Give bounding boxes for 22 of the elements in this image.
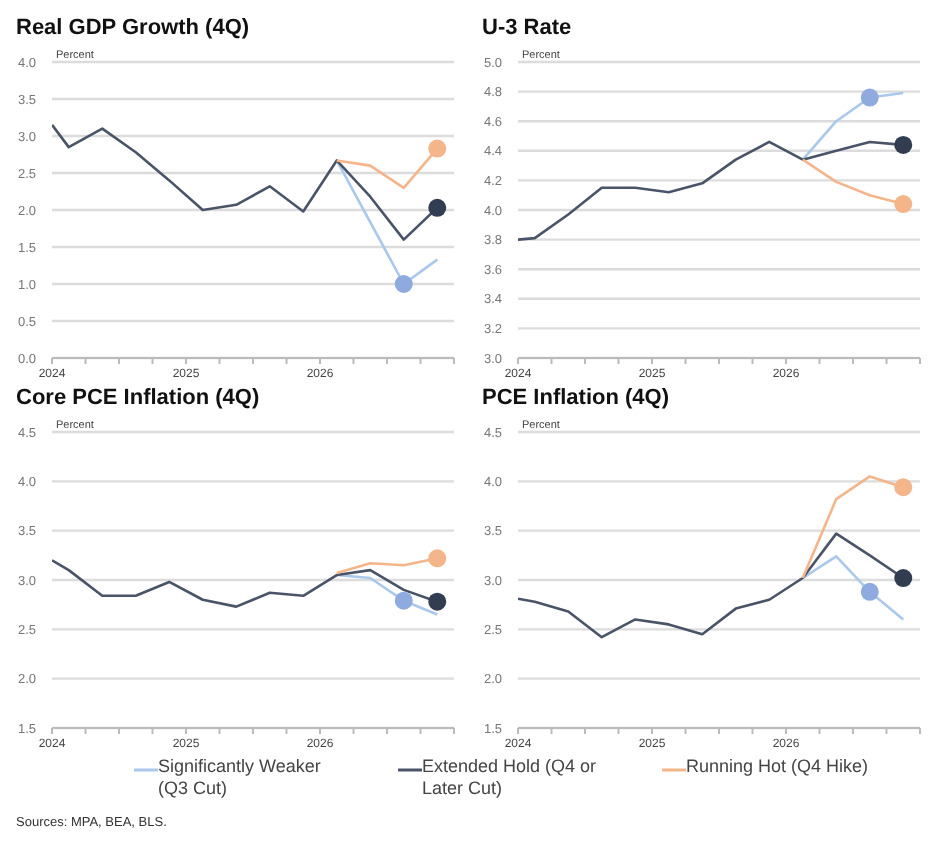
point [860,582,879,601]
line-series [801,555,905,621]
point [428,139,447,158]
legend-label: Significantly Weaker (Q3 Cut) [158,756,323,800]
point [428,592,447,611]
point [894,135,913,154]
chart-title: Core PCE Inflation (4Q) [16,386,262,414]
point [894,478,913,497]
point [394,275,413,293]
line-series [335,573,439,616]
line-series [801,91,905,161]
point [860,88,879,107]
chart-title: Real GDP Growth (4Q) [16,16,252,44]
legend-label: Extended Hold (Q4 or Later Cut) [422,756,599,800]
point [894,569,913,588]
point [394,591,413,610]
point [428,198,447,217]
point [428,549,447,568]
legend-label: Running Hot (Q4 Hike) [686,756,869,778]
chart-title: U-3 Rate [482,16,574,44]
chart-title: PCE Inflation (4Q) [482,386,671,414]
point [894,195,913,214]
